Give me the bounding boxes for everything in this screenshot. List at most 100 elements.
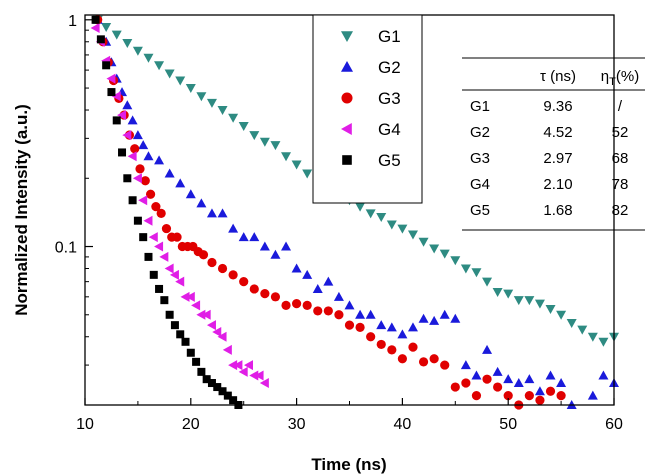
data-point	[201, 309, 211, 320]
data-point	[164, 69, 175, 79]
data-point	[587, 332, 598, 342]
x-axis: 10 20 30 40 50 60	[76, 398, 623, 433]
data-point	[135, 164, 145, 174]
data-point	[312, 283, 323, 293]
data-point	[270, 141, 281, 151]
legend-label: G4	[378, 120, 401, 139]
data-point	[165, 310, 174, 319]
data-point	[598, 337, 609, 347]
data-point	[534, 386, 545, 396]
table-cell: 82	[612, 202, 629, 219]
data-point	[151, 202, 161, 212]
data-point	[461, 378, 471, 388]
data-point	[513, 378, 524, 388]
data-point	[91, 15, 100, 24]
legend-marker	[341, 123, 352, 135]
data-point	[387, 345, 397, 355]
table-cell: 68	[612, 150, 629, 167]
data-point	[270, 249, 281, 259]
data-point	[545, 386, 556, 396]
data-point	[192, 357, 201, 366]
data-point	[291, 160, 302, 170]
data-point	[418, 313, 429, 323]
x-axis-title: Time (ns)	[311, 455, 386, 474]
data-point	[217, 106, 228, 116]
data-point	[249, 131, 260, 141]
data-point	[355, 322, 365, 332]
data-point	[254, 370, 264, 381]
data-point	[164, 168, 175, 178]
data-point	[239, 277, 249, 287]
data-point	[397, 329, 408, 339]
table-cell: G2	[470, 124, 490, 141]
table-cell: G5	[470, 202, 490, 219]
data-point	[228, 223, 239, 233]
data-point	[418, 357, 429, 367]
data-point	[132, 173, 142, 184]
data-point	[185, 189, 196, 199]
data-point	[90, 23, 100, 34]
data-point	[149, 270, 158, 279]
legend-item-g4: G4	[341, 120, 401, 139]
data-point	[556, 310, 567, 320]
legend-marker	[341, 31, 353, 42]
legend-label: G5	[378, 151, 401, 170]
data-point	[196, 198, 207, 208]
data-point	[164, 263, 174, 274]
data-point	[524, 391, 534, 401]
data-point	[556, 378, 567, 388]
data-point	[213, 383, 222, 392]
data-point	[429, 315, 440, 325]
data-point	[366, 332, 376, 342]
data-point	[206, 320, 216, 331]
data-point	[440, 360, 450, 370]
y-axis: 10.1	[55, 13, 93, 406]
legend-item-g1: G1	[341, 27, 401, 46]
data-point	[355, 202, 366, 212]
data-point	[197, 367, 206, 376]
y-tick-label: 0.1	[55, 240, 77, 257]
data-point	[407, 322, 418, 332]
data-point	[218, 387, 227, 396]
table-cell: 4.52	[543, 124, 572, 141]
data-point	[154, 241, 164, 252]
data-point	[471, 391, 482, 401]
data-point	[238, 366, 248, 377]
data-point	[429, 244, 440, 254]
data-point	[376, 320, 387, 330]
data-point	[503, 289, 514, 299]
data-point	[344, 320, 355, 330]
table-cell: G3	[470, 150, 490, 167]
x-tick-label: 10	[76, 416, 94, 433]
data-point	[130, 144, 140, 154]
data-point	[471, 370, 482, 380]
legend-item-g3: G3	[341, 89, 401, 108]
data-point	[439, 249, 450, 259]
data-point	[156, 208, 166, 218]
data-point	[207, 379, 216, 388]
legend-item-g5: G5	[342, 151, 401, 170]
data-point	[313, 306, 323, 316]
data-point	[333, 291, 344, 301]
data-point	[145, 189, 156, 199]
data-point	[196, 309, 206, 320]
data-point	[217, 208, 228, 218]
data-point	[259, 378, 269, 389]
data-point	[123, 174, 132, 183]
data-point	[238, 232, 249, 242]
table-row: G5 1.68 82	[470, 202, 628, 219]
data-point	[492, 288, 503, 298]
data-point	[175, 76, 186, 86]
data-point	[223, 391, 232, 400]
series-g5	[91, 15, 243, 409]
legend-label: G1	[378, 27, 401, 46]
data-point	[397, 224, 408, 234]
data-point	[212, 326, 222, 337]
data-point	[217, 331, 227, 342]
data-point	[365, 209, 376, 219]
data-point	[598, 370, 609, 380]
data-point	[138, 140, 149, 150]
data-point	[196, 92, 207, 102]
data-point	[238, 122, 249, 132]
data-point	[107, 88, 116, 97]
